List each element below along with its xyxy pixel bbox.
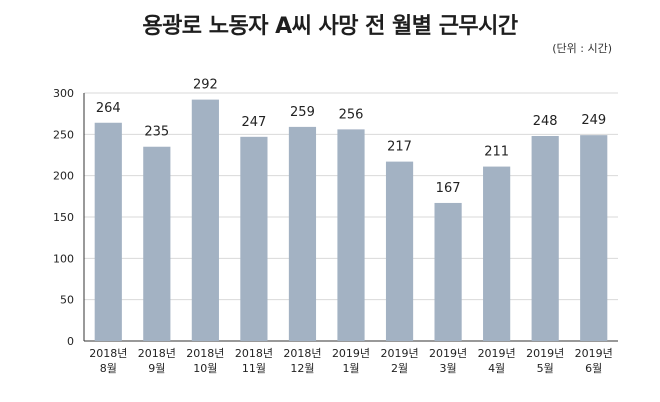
bar-value-label: 247 bbox=[241, 115, 266, 130]
bar bbox=[288, 126, 317, 341]
bar-value-label: 259 bbox=[290, 105, 315, 120]
bar bbox=[191, 99, 219, 341]
bar bbox=[143, 146, 171, 341]
x-tick-label-month: 1월 bbox=[342, 362, 359, 375]
bar-value-label: 248 bbox=[533, 114, 558, 129]
x-tick-label-year: 2019년 bbox=[526, 347, 564, 360]
x-tick-label-month: 4월 bbox=[488, 362, 505, 375]
x-tick-label-month: 3월 bbox=[440, 362, 457, 375]
bar-value-label: 217 bbox=[387, 140, 412, 155]
x-tick-label-year: 2019년 bbox=[332, 347, 370, 360]
y-tick-label: 100 bbox=[53, 252, 74, 265]
x-tick-label-month: 9월 bbox=[148, 362, 165, 375]
x-tick-label-month: 8월 bbox=[100, 362, 117, 375]
x-tick-label-year: 2018년 bbox=[138, 347, 176, 360]
y-tick-label: 250 bbox=[53, 128, 74, 141]
y-tick-label: 0 bbox=[67, 335, 74, 348]
bar-value-label: 249 bbox=[581, 113, 606, 128]
y-tick-label: 150 bbox=[53, 211, 74, 224]
x-tick-label-year: 2018년 bbox=[283, 347, 321, 360]
x-tick-label-month: 6월 bbox=[585, 362, 602, 375]
unit-note: (단위 : 시간) bbox=[552, 42, 612, 55]
x-tick-label-year: 2019년 bbox=[575, 347, 613, 360]
bar-value-label: 264 bbox=[96, 101, 121, 116]
bar bbox=[240, 136, 268, 341]
bar bbox=[483, 166, 511, 341]
y-tick-label: 300 bbox=[53, 87, 74, 100]
bar bbox=[385, 161, 414, 341]
bar-value-label: 235 bbox=[144, 125, 169, 140]
x-tick-label-year: 2018년 bbox=[186, 347, 224, 360]
x-tick-label-year: 2019년 bbox=[429, 347, 467, 360]
bar-value-label: 292 bbox=[193, 78, 218, 93]
bar bbox=[580, 135, 608, 341]
y-tick-label: 50 bbox=[60, 294, 74, 307]
x-tick-label-year: 2019년 bbox=[380, 347, 418, 360]
bar-value-label: 167 bbox=[436, 181, 461, 196]
bar bbox=[94, 122, 122, 341]
x-tick-label-month: 11월 bbox=[242, 362, 266, 375]
x-tick-label-year: 2018년 bbox=[89, 347, 127, 360]
x-tick-label-month: 2월 bbox=[391, 362, 408, 375]
y-tick-label: 200 bbox=[53, 170, 74, 183]
bar-value-label: 256 bbox=[339, 107, 364, 122]
x-tick-label-month: 10월 bbox=[193, 362, 217, 375]
bar bbox=[531, 135, 559, 341]
x-tick-label-year: 2018년 bbox=[235, 347, 273, 360]
bar-value-label: 211 bbox=[484, 145, 509, 160]
x-tick-label-year: 2019년 bbox=[478, 347, 516, 360]
bar bbox=[337, 129, 365, 341]
bar bbox=[434, 202, 462, 341]
x-tick-label-month: 5월 bbox=[537, 362, 554, 375]
chart-title: 용광로 노동자 A씨 사망 전 월별 근무시간 bbox=[142, 14, 518, 39]
x-tick-label-month: 12월 bbox=[290, 362, 314, 375]
